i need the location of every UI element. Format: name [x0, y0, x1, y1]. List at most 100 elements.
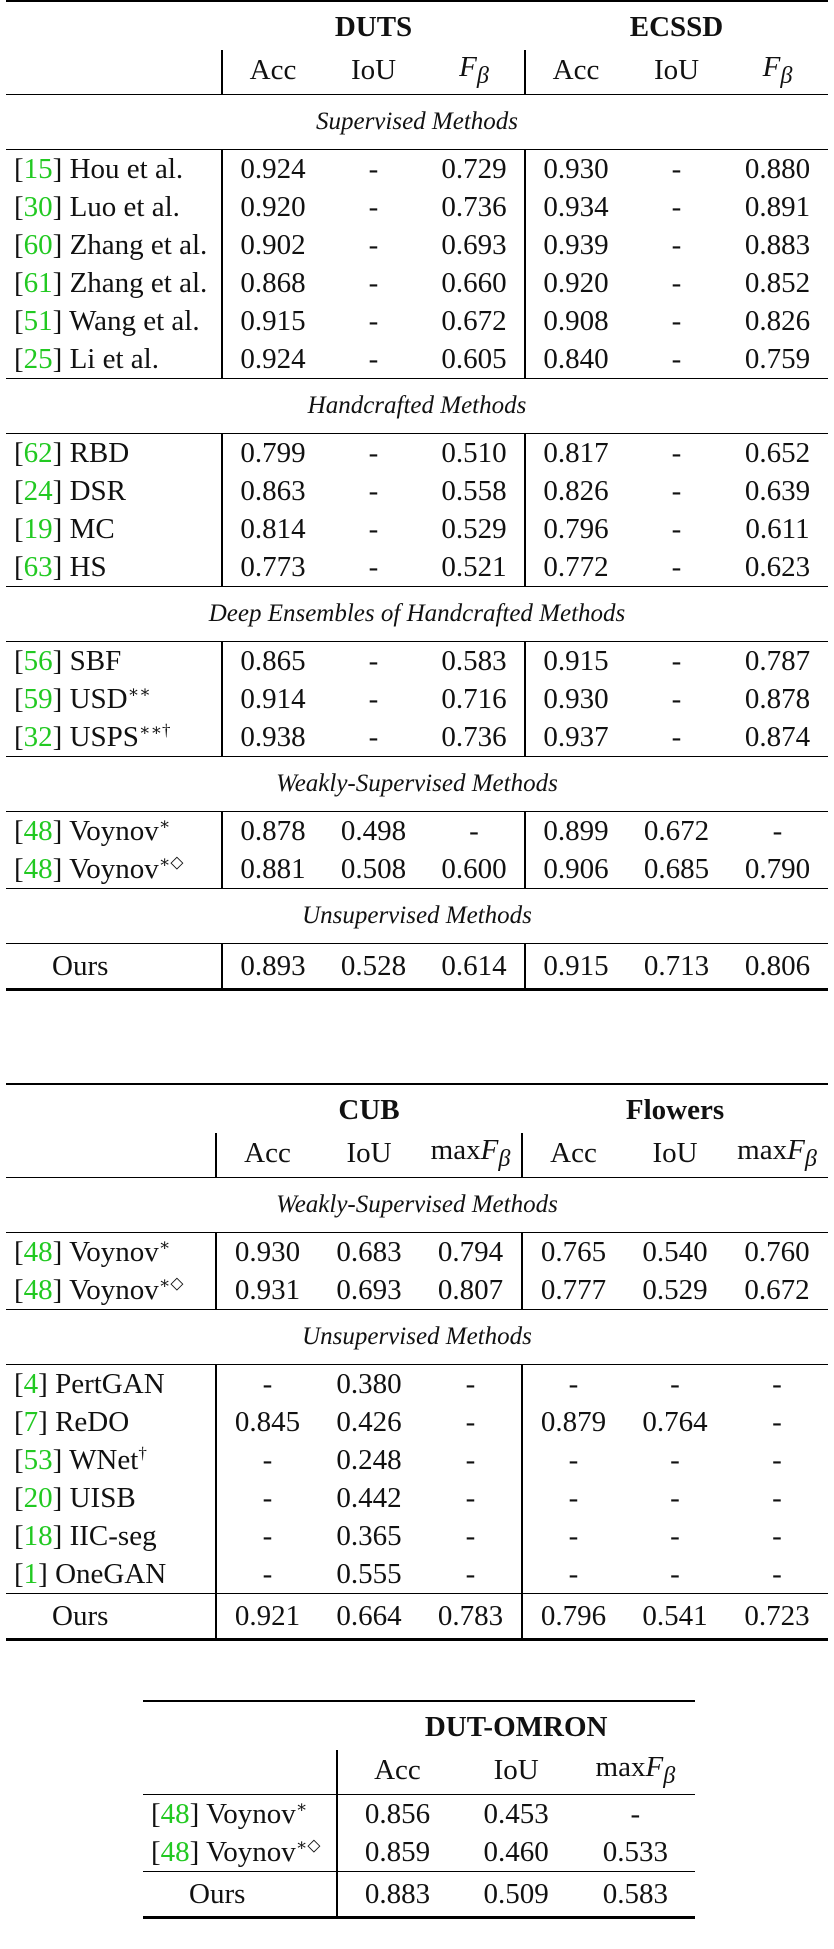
header-empty-cell	[6, 1083, 216, 1133]
header-empty-cell	[6, 50, 222, 95]
section-title-row: Supervised Methods	[6, 94, 828, 150]
metric-f: F	[762, 50, 781, 83]
value-cell: 0.796	[521, 1593, 624, 1641]
value-cell: 0.908	[524, 302, 626, 340]
value-cell: -	[671, 342, 682, 375]
table-row: [25] Li et al. 0.924 - 0.605 0.840 - 0.759	[6, 340, 828, 379]
value-cell: 0.840	[524, 340, 626, 379]
citation-ref: 48	[23, 1235, 53, 1268]
value-cell: 0.783	[420, 1593, 522, 1641]
section-title: Deep Ensembles of Handcrafted Methods	[6, 586, 828, 642]
value-cell: -	[521, 1479, 624, 1517]
metric-header-row: Acc IoU maxFβ	[143, 1750, 695, 1795]
section-title: Unsupervised Methods	[6, 888, 828, 944]
method-name: SBF	[69, 644, 122, 677]
metric-max: max	[430, 1133, 481, 1166]
value-cell: 0.879	[521, 1403, 624, 1441]
citation-ref: 32	[23, 720, 53, 753]
value-cell: 0.920	[221, 188, 323, 226]
table-row: [48] Voynov∗ 0.878 0.498-0.899 0.672-	[6, 811, 828, 850]
metric-header-row: Acc IoU Fβ Acc IoU Fβ	[6, 50, 828, 95]
value-cell: -	[215, 1441, 318, 1479]
value-cell: 0.498	[323, 811, 424, 850]
table-row: Ours 0.921 0.664 0.783 0.796 0.541 0.723	[6, 1593, 828, 1641]
value-cell: -	[323, 433, 424, 472]
value-cell: -	[521, 1555, 624, 1594]
citation-ref: 62	[23, 436, 53, 469]
value-cell: 0.600	[441, 852, 507, 885]
value-cell: 0.723	[726, 1593, 828, 1641]
value-cell: 0.442	[336, 1481, 402, 1514]
method-marker: ∗◇	[295, 1834, 321, 1854]
value-cell: -	[215, 1555, 318, 1594]
citation-ref: 48	[23, 814, 53, 847]
method-marker: ∗	[158, 1234, 171, 1254]
method-name: Voynov	[69, 852, 159, 885]
value-cell: 0.664	[318, 1593, 420, 1641]
value-cell: 0.533	[602, 1835, 668, 1868]
metric-iou: IoU	[456, 1750, 576, 1795]
value-cell: -	[465, 1405, 476, 1438]
method-marker: ∗	[295, 1796, 308, 1816]
method-name-cell: [53] WNet†	[14, 1442, 147, 1476]
header-empty-cell	[6, 0, 222, 50]
value-cell: 0.938	[221, 718, 323, 757]
value-cell: 0.583	[575, 1871, 695, 1919]
method-marker: ∗∗	[127, 681, 151, 701]
section-title-row: Weakly-Supervised Methods	[6, 1177, 828, 1233]
table-row: [1] OneGAN -0.555- - - -	[6, 1555, 828, 1594]
value-cell: -	[772, 1443, 782, 1476]
citation-ref: 60	[23, 228, 53, 261]
value-cell: 0.729	[424, 149, 525, 188]
method-name: Ours	[52, 949, 109, 982]
value-cell: -	[465, 1557, 476, 1590]
value-cell: -	[671, 304, 682, 337]
metric-header-row: Acc IoU maxFβ Acc IoU maxFβ	[6, 1133, 828, 1178]
value-cell: 0.883	[744, 228, 811, 261]
method-name-cell: [51] Wang et al.	[14, 304, 200, 337]
method-name: Ours	[52, 1599, 109, 1632]
method-marker: ∗◇	[158, 1272, 184, 1292]
metric-beta: β	[780, 61, 793, 89]
value-cell: -	[465, 1519, 476, 1552]
value-cell: 0.807	[437, 1273, 504, 1306]
value-cell: 0.605	[441, 342, 507, 375]
table-row: [59] USD∗∗ 0.914 - 0.716 0.930 - 0.878	[6, 680, 828, 718]
value-cell: -	[626, 433, 727, 472]
method-name: Voynov	[206, 1797, 296, 1830]
dataset-name: CUB	[216, 1083, 522, 1133]
value-cell: -	[368, 512, 379, 545]
value-cell: -	[671, 682, 682, 715]
citation-ref: 48	[23, 1273, 53, 1306]
value-cell: 0.899	[524, 811, 626, 850]
section-title: Handcrafted Methods	[6, 378, 828, 434]
value-cell: -	[521, 1441, 624, 1479]
value-cell: 0.880	[727, 149, 828, 188]
value-cell: 0.906	[524, 850, 626, 889]
header-empty-cell	[143, 1700, 338, 1750]
table-row: [18] IIC-seg -0.365- - - -	[6, 1517, 828, 1555]
value-cell: -	[671, 228, 682, 261]
value-cell: 0.934	[524, 188, 626, 226]
value-cell: 0.736	[441, 720, 507, 753]
value-cell: 0.859	[336, 1833, 457, 1872]
method-name: Voynov	[69, 814, 159, 847]
value-cell: -	[368, 266, 379, 299]
metric-iou: IoU	[318, 1133, 420, 1178]
value-cell: 0.672	[626, 811, 727, 850]
value-cell: 0.685	[643, 852, 710, 885]
value-cell: 0.817	[524, 433, 626, 472]
method-name-cell: [20] UISB	[14, 1481, 136, 1514]
value-cell: 0.878	[221, 811, 323, 850]
table-row: [60] Zhang et al. 0.902 - 0.693 0.939 - 0.883	[6, 226, 828, 264]
value-cell: 0.683	[318, 1232, 420, 1271]
value-cell: -	[671, 720, 682, 753]
value-cell: 0.623	[744, 550, 811, 583]
method-name: HS	[69, 550, 107, 583]
results-table-cub-flowers: CUB Flowers Acc IoU maxFβ Acc IoU maxFβ Weakly-S…	[6, 1083, 828, 1641]
value-cell: 0.865	[221, 641, 323, 680]
metric-beta: β	[663, 1761, 676, 1789]
value-cell: 0.845	[215, 1403, 318, 1441]
method-name-cell: [61] Zhang et al.	[14, 266, 208, 299]
value-cell: 0.521	[441, 550, 507, 583]
